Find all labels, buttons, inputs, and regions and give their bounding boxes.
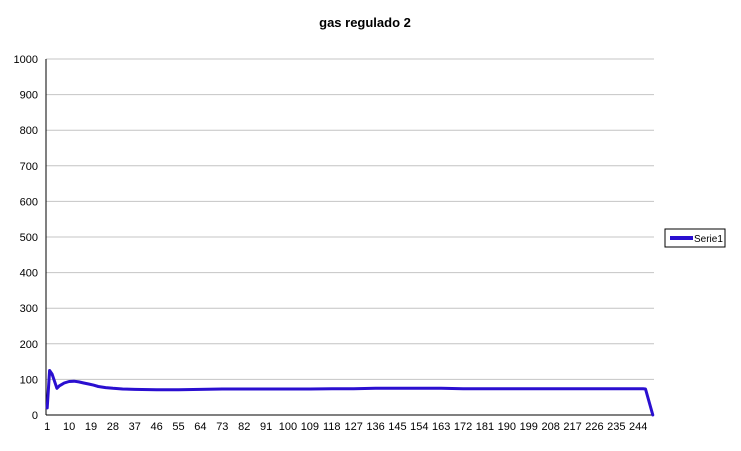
- series-line-0: [45, 369, 655, 417]
- x-tick-label: 91: [260, 421, 272, 433]
- x-tick-label: 127: [344, 421, 362, 433]
- x-tick-label: 10: [63, 421, 75, 433]
- x-tick-label: 37: [129, 421, 141, 433]
- y-tick-label: 700: [20, 161, 38, 173]
- x-tick-label: 1: [44, 421, 50, 433]
- gridlines: [46, 58, 654, 380]
- y-tick-label: 900: [20, 90, 38, 102]
- y-tick-label: 800: [20, 125, 38, 137]
- x-tick-label: 217: [563, 421, 581, 433]
- series-lines: [45, 369, 655, 417]
- y-tick-label: 500: [20, 232, 38, 244]
- x-tick-label: 244: [629, 421, 647, 433]
- y-tick-label: 200: [20, 339, 38, 351]
- y-tick-label: 0: [32, 410, 38, 422]
- x-tick-label: 190: [498, 421, 516, 433]
- x-tick-label: 19: [85, 421, 97, 433]
- y-tick-label: 300: [20, 303, 38, 315]
- x-tick-label: 145: [388, 421, 406, 433]
- x-tick-label: 199: [520, 421, 538, 433]
- x-axis-ticks: 1 10 19 28 37 46 55 64 73 82 91 100 109 118 127 136 145 1…: [44, 421, 647, 433]
- x-tick-label: 46: [151, 421, 163, 433]
- y-axis-ticks: 0 100 200 300 400 500 600 700 800 900 1000: [14, 54, 38, 422]
- x-tick-label: 181: [476, 421, 494, 433]
- x-tick-label: 55: [172, 421, 184, 433]
- legend: Serie1: [664, 228, 726, 248]
- y-tick-label: 1000: [14, 54, 38, 66]
- y-tick-label: 100: [20, 374, 38, 386]
- x-tick-label: 235: [607, 421, 625, 433]
- axes: [45, 59, 654, 416]
- x-tick-label: 163: [432, 421, 450, 433]
- x-tick-label: 118: [323, 421, 341, 433]
- x-tick-label: 136: [366, 421, 384, 433]
- y-tick-label: 600: [20, 196, 38, 208]
- x-tick-label: 82: [238, 421, 250, 433]
- x-tick-label: 154: [410, 421, 428, 433]
- x-tick-label: 109: [301, 421, 319, 433]
- legend-label-serie1: Serie1: [694, 234, 723, 245]
- x-tick-label: 28: [107, 421, 119, 433]
- x-tick-label: 208: [541, 421, 559, 433]
- x-tick-label: 73: [216, 421, 228, 433]
- y-tick-label: 400: [20, 268, 38, 280]
- x-tick-label: 226: [585, 421, 603, 433]
- chart-title: gas regulado 2: [319, 15, 411, 30]
- x-tick-label: 100: [279, 421, 297, 433]
- x-tick-label: 172: [454, 421, 472, 433]
- legend-box: [664, 228, 726, 248]
- x-tick-label: 64: [194, 421, 206, 433]
